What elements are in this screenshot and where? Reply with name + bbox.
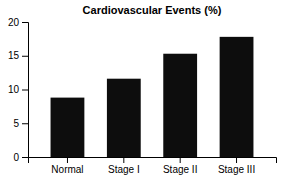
bar xyxy=(163,54,197,157)
bars xyxy=(51,37,254,157)
y-tick-label: 5 xyxy=(13,118,19,129)
y-tick-label: 15 xyxy=(8,50,20,61)
y-tick-mark xyxy=(22,123,28,124)
y-tick-label: 10 xyxy=(8,84,20,95)
chart-svg: 0 5 10 15 20 Normal Stage I Stage II Stage III Ca… xyxy=(0,0,284,177)
x-tick-label: Stage III xyxy=(218,164,255,175)
bar xyxy=(107,79,141,157)
y-tick-label: 0 xyxy=(13,152,19,163)
y-tick-mark xyxy=(22,56,28,57)
x-tick-mark xyxy=(180,157,181,163)
bar xyxy=(51,98,85,157)
x-tick-mark xyxy=(123,157,124,163)
x-tick-mark xyxy=(67,157,68,163)
x-axis: Normal Stage I Stage II Stage III xyxy=(29,157,277,175)
y-tick-mark xyxy=(22,90,28,91)
x-tick: Stage I xyxy=(108,157,140,175)
x-tick: Stage II xyxy=(163,157,197,175)
title: Cardiovascular Events (%) xyxy=(83,4,222,16)
y-tick-mark xyxy=(22,157,28,158)
x-tick-label: Stage I xyxy=(108,164,140,175)
bar xyxy=(220,37,254,157)
y-tick: 5 xyxy=(13,118,28,129)
y-tick: 15 xyxy=(8,50,28,61)
x-tick: Stage III xyxy=(218,157,255,175)
y-tick: 10 xyxy=(8,84,28,95)
plot-area: 0 5 10 15 20 Normal Stage I Stage II Stage III xyxy=(8,17,277,175)
y-tick: 0 xyxy=(13,152,28,163)
x-axis-line xyxy=(29,158,277,164)
y-tick: 20 xyxy=(8,17,28,28)
x-tick: Normal xyxy=(51,157,83,175)
x-tick-label: Stage II xyxy=(163,164,197,175)
y-axis-line xyxy=(22,23,29,158)
y-axis: 0 5 10 15 20 xyxy=(8,17,29,163)
x-tick-label: Normal xyxy=(51,164,83,175)
y-tick-label: 20 xyxy=(8,17,20,28)
y-tick-mark xyxy=(22,22,28,23)
x-tick-mark xyxy=(236,157,237,163)
